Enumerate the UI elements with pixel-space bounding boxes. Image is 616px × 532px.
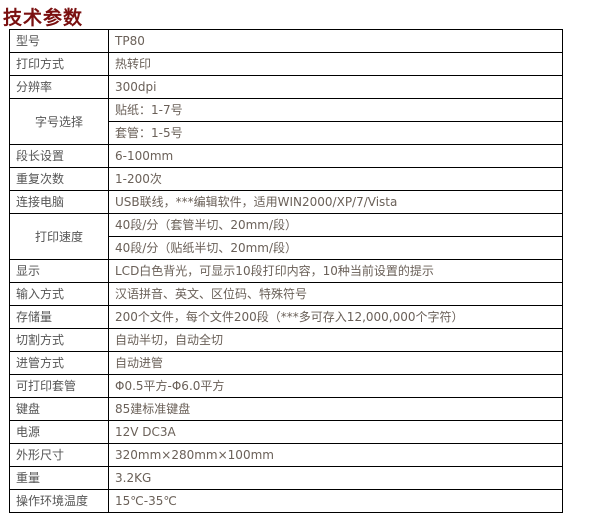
spec-value: 汉语拼音、英文、区位码、特殊符号 — [108, 282, 563, 306]
spec-value: 320mm×280mm×100mm — [108, 443, 563, 467]
spec-label: 键盘 — [9, 397, 109, 421]
table-row: 连接电脑 USB联线，***编辑软件，适用WIN2000/XP/7/Vista — [9, 190, 563, 214]
spec-label: 打印速度 — [9, 213, 109, 260]
spec-value: 40段/分（套管半切、20mm/段） — [108, 213, 563, 237]
spec-label: 存储量 — [9, 305, 109, 329]
table-row: 电源 12V DC3A — [9, 420, 563, 444]
spec-value: 12V DC3A — [108, 420, 563, 444]
spec-value: 1-200次 — [108, 167, 563, 191]
spec-value: 自动进管 — [108, 351, 563, 375]
spec-label: 连接电脑 — [9, 190, 109, 214]
table-row: 打印方式 热转印 — [9, 52, 563, 76]
spec-value: 40段/分（贴纸半切、20mm/段） — [108, 236, 563, 260]
spec-label: 重量 — [9, 466, 109, 490]
table-row: 分辨率 300dpi — [9, 75, 563, 99]
page-title: 技术参数 — [3, 7, 84, 29]
spec-value: 6-100mm — [108, 144, 563, 168]
spec-value: LCD白色背光，可显示10段打印内容，10种当前设置的提示 — [108, 259, 563, 283]
table-row: 键盘 85建标准键盘 — [9, 397, 563, 421]
spec-value: 85建标准键盘 — [108, 397, 563, 421]
table-row: 进管方式 自动进管 — [9, 351, 563, 375]
table-row: 40段/分（贴纸半切、20mm/段） — [10, 236, 563, 260]
spec-label: 分辨率 — [9, 75, 109, 99]
table-row: 输入方式 汉语拼音、英文、区位码、特殊符号 — [9, 282, 563, 306]
table-row: 操作环境温度 15℃-35℃ — [9, 489, 563, 513]
spec-value: Φ0.5平方-Φ6.0平方 — [108, 374, 563, 398]
table-row: 重量 3.2KG — [9, 466, 563, 490]
spec-value: 套管：1-5号 — [108, 121, 563, 145]
spec-value: 贴纸：1-7号 — [108, 98, 563, 122]
table-row: 存储量 200个文件，每个文件200段（***多可存入12,000,000个字符） — [9, 305, 563, 329]
spec-value: 300dpi — [108, 75, 563, 99]
table-row: 可打印套管 Φ0.5平方-Φ6.0平方 — [9, 374, 563, 398]
table-row: 段长设置 6-100mm — [9, 144, 563, 168]
spec-value: USB联线，***编辑软件，适用WIN2000/XP/7/Vista — [108, 190, 563, 214]
spec-label: 进管方式 — [9, 351, 109, 375]
spec-label: 输入方式 — [9, 282, 109, 306]
table-row: 外形尺寸 320mm×280mm×100mm — [9, 443, 563, 467]
spec-label: 可打印套管 — [9, 374, 109, 398]
table-row: 显示 LCD白色背光，可显示10段打印内容，10种当前设置的提示 — [9, 259, 563, 283]
table-row: 切割方式 自动半切，自动全切 — [9, 328, 563, 352]
spec-label: 显示 — [9, 259, 109, 283]
spec-label: 电源 — [9, 420, 109, 444]
spec-label: 重复次数 — [9, 167, 109, 191]
table-row: 套管：1-5号 — [10, 121, 563, 145]
spec-value: TP80 — [108, 29, 563, 53]
spec-label: 型号 — [9, 29, 109, 53]
spec-value: 200个文件，每个文件200段（***多可存入12,000,000个字符） — [108, 305, 563, 329]
table-row: 字号选择 贴纸：1-7号 — [9, 98, 563, 145]
spec-label: 操作环境温度 — [9, 489, 109, 513]
table-row: 打印速度 40段/分（套管半切、20mm/段） — [9, 213, 563, 260]
spec-value: 热转印 — [108, 52, 563, 76]
spec-label: 切割方式 — [9, 328, 109, 352]
table-row: 重复次数 1-200次 — [9, 167, 563, 191]
spec-label: 外形尺寸 — [9, 443, 109, 467]
spec-value: 15℃-35℃ — [108, 489, 563, 513]
spec-label: 打印方式 — [9, 52, 109, 76]
spec-label: 段长设置 — [9, 144, 109, 168]
spec-value: 3.2KG — [108, 466, 563, 490]
table-row: 型号 TP80 — [9, 29, 563, 53]
spec-value: 自动半切，自动全切 — [108, 328, 563, 352]
spec-table: 型号 TP80 打印方式 热转印 分辨率 300dpi 字号选择 贴纸：1-7号 套管：1-5号… — [9, 29, 563, 513]
spec-label: 字号选择 — [9, 98, 109, 145]
